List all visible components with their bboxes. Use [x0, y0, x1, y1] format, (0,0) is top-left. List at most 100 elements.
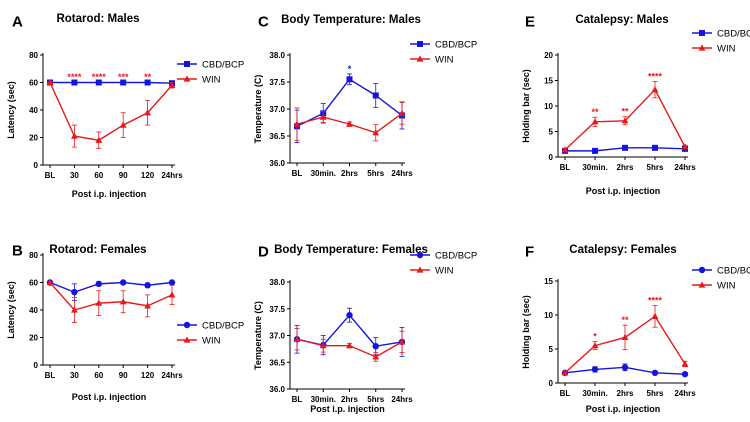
data-point: [120, 79, 127, 86]
legend-marker: [184, 61, 190, 67]
series-line: [49, 282, 173, 311]
data-point: [681, 143, 689, 150]
data-point: [144, 109, 151, 116]
data-point: [561, 146, 569, 153]
y-axis-title: Temperature (C): [253, 301, 263, 370]
x-tick-label: BL: [560, 389, 571, 398]
x-tick-label: BL: [45, 171, 56, 180]
legend-marker: [416, 251, 424, 259]
x-tick-label: 24hrs: [391, 169, 413, 178]
x-tick-label: BL: [292, 395, 303, 404]
legend-marker: [183, 75, 191, 82]
significance-marker: **: [591, 107, 599, 117]
panel-title: Catalepsy: Males: [575, 14, 668, 26]
significance-marker: *: [348, 64, 352, 74]
panel-letter: F: [525, 243, 534, 260]
data-point: [621, 117, 629, 124]
legend-marker: [417, 41, 423, 47]
legend-label: WIN: [202, 75, 221, 86]
x-tick-label: 120: [141, 171, 155, 180]
data-point: [651, 312, 659, 319]
panel-letter: B: [12, 242, 23, 259]
series-win: [293, 102, 406, 142]
legend: CBD/BCP WIN: [692, 29, 750, 55]
data-point: [168, 81, 176, 88]
data-point: [95, 299, 103, 306]
panel-letter: A: [12, 13, 23, 30]
data-point: [372, 343, 379, 350]
legend: CBD/BCP WIN: [177, 321, 244, 347]
x-tick-label: 60: [94, 171, 103, 180]
legend-label: CBD/BCP: [435, 251, 477, 262]
y-axis-title: Holding bar (sec): [521, 295, 531, 369]
data-point: [293, 120, 301, 127]
data-point: [398, 338, 406, 345]
panel-title: Rotarod: Females: [49, 244, 146, 256]
series-win: [46, 278, 176, 323]
legend: CBD/BCP WIN: [410, 251, 477, 277]
legend-label: CBD/BCP: [202, 321, 244, 332]
y-tick-label: 37.5: [269, 305, 285, 314]
data-point: [591, 118, 599, 125]
data-point: [71, 306, 78, 313]
x-tick-label: 30min.: [311, 169, 336, 178]
x-tick-label: 120: [141, 371, 155, 380]
y-tick-label: 36.0: [269, 159, 285, 168]
x-tick-label: 30: [70, 171, 79, 180]
legend-marker: [183, 336, 191, 343]
data-point: [119, 298, 127, 305]
y-tick-label: 20: [29, 334, 38, 343]
data-point: [144, 282, 151, 289]
x-axis-title: Post i.p. injection: [586, 186, 661, 196]
x-tick-label: BL: [45, 371, 56, 380]
data-point: [592, 147, 598, 154]
significance-marker: ****: [92, 72, 107, 82]
x-tick-label: 5hrs: [647, 163, 664, 172]
data-point: [681, 370, 689, 378]
data-point: [144, 302, 151, 309]
y-tick-label: 10: [544, 102, 553, 111]
significance-marker: ***: [118, 72, 129, 82]
x-tick-label: 60: [94, 371, 103, 380]
series-cbd-bcp: [46, 279, 176, 301]
y-tick-label: 20: [29, 134, 38, 143]
series-cbd-bcp: [47, 79, 175, 87]
data-point: [372, 353, 380, 360]
legend-marker: [698, 281, 706, 288]
x-tick-label: 24hrs: [391, 395, 413, 404]
panel-c: C Body Temperature: Males 36.0 36.5 37.0 37.5…: [253, 13, 477, 178]
y-tick-label: 5: [549, 345, 554, 354]
data-point: [561, 369, 569, 376]
panel-title: Body Temperature: Males: [281, 14, 421, 26]
series-cbd-bcp: [562, 144, 688, 154]
y-tick-label: 0: [549, 153, 554, 162]
x-tick-label: BL: [292, 169, 303, 178]
x-tick-label: 24hrs: [161, 371, 183, 380]
x-axis-title: Post i.p. injection: [310, 404, 385, 414]
x-tick-label: 5hrs: [367, 169, 384, 178]
series-win: [561, 81, 689, 153]
data-point: [46, 278, 54, 286]
significance-marker: *: [593, 332, 597, 342]
series-win: [46, 78, 176, 149]
data-point: [119, 121, 127, 128]
x-tick-label: 5hrs: [647, 389, 664, 398]
y-tick-label: 5: [549, 128, 554, 137]
data-point: [71, 288, 78, 296]
y-axis-title: Latency (sec): [6, 281, 16, 339]
data-point: [293, 335, 301, 342]
x-tick-label: 30min.: [311, 395, 336, 404]
panel-letter: E: [525, 13, 535, 30]
panel-d: D Body Temperature: Females 36.0 36.5 37.0 37…: [253, 243, 477, 414]
data-point: [652, 144, 658, 151]
y-axis-title: Latency (sec): [6, 81, 16, 139]
y-tick-label: 0: [549, 379, 554, 388]
data-point: [319, 113, 327, 120]
significance-marker: ****: [648, 72, 663, 82]
legend: CBD/BCP WIN: [692, 266, 750, 292]
data-point: [120, 279, 127, 286]
data-point: [346, 76, 353, 83]
data-point: [71, 132, 78, 139]
y-tick-label: 0: [34, 361, 39, 370]
